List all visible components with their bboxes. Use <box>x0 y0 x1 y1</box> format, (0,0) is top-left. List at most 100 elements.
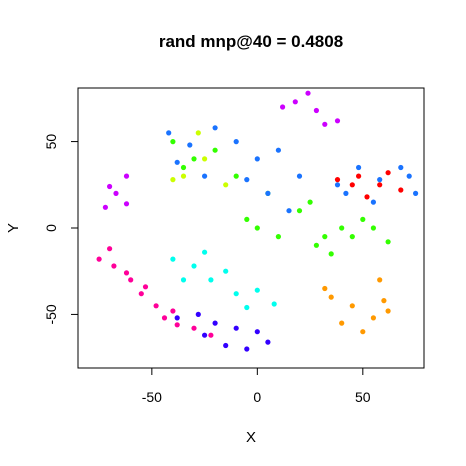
data-point <box>360 216 366 222</box>
data-point <box>138 291 144 297</box>
data-point <box>275 234 281 240</box>
data-point <box>296 173 303 179</box>
data-point <box>223 182 229 188</box>
data-point <box>398 187 404 193</box>
data-point <box>265 339 271 345</box>
x-axis: -50 0 50 <box>142 367 371 405</box>
data-point <box>385 239 391 245</box>
data-point <box>170 139 176 145</box>
data-point <box>180 164 187 171</box>
data-point <box>377 277 383 283</box>
data-point <box>280 104 286 110</box>
data-point <box>161 315 168 321</box>
data-point <box>107 183 113 190</box>
data-point <box>202 332 208 338</box>
data-point <box>322 285 328 292</box>
data-point <box>328 251 334 257</box>
data-point <box>212 125 218 131</box>
data-point <box>307 199 313 205</box>
data-point <box>180 173 187 179</box>
y-tick-label: 50 <box>43 134 59 150</box>
data-point <box>254 287 260 293</box>
data-point <box>244 346 250 352</box>
data-point <box>187 142 193 148</box>
data-point <box>356 173 362 179</box>
data-point <box>174 159 180 165</box>
data-point <box>202 156 208 162</box>
data-point <box>212 320 218 326</box>
data-point <box>195 130 201 136</box>
x-tick-label: -50 <box>142 389 162 405</box>
y-axis-label: Y <box>5 223 22 233</box>
data-point <box>102 204 108 210</box>
data-point <box>313 242 319 248</box>
data-point <box>385 170 391 176</box>
data-point <box>191 263 197 269</box>
y-axis: -50 0 50 <box>43 134 79 325</box>
data-point <box>322 121 328 127</box>
data-point <box>360 329 366 335</box>
y-tick-label: -50 <box>43 304 59 324</box>
data-point <box>328 294 334 300</box>
data-point <box>233 139 239 145</box>
data-point <box>111 263 117 269</box>
data-point <box>202 249 208 255</box>
data-point <box>128 277 134 283</box>
data-point <box>286 208 292 214</box>
data-point <box>233 325 239 331</box>
data-point <box>343 190 349 196</box>
data-point <box>113 190 119 196</box>
data-point <box>166 130 172 136</box>
data-point <box>339 320 345 326</box>
data-point <box>406 173 412 179</box>
data-point <box>370 225 376 231</box>
y-tick-label: 0 <box>43 224 59 232</box>
data-point <box>233 291 239 297</box>
chart-title: rand mnp@40 = 0.4808 <box>159 32 343 51</box>
data-point <box>107 246 113 252</box>
data-point <box>123 201 130 207</box>
data-point <box>96 256 102 262</box>
data-point <box>123 270 130 276</box>
data-points <box>96 90 419 352</box>
data-point <box>233 173 239 179</box>
data-point <box>356 164 362 171</box>
data-point <box>212 147 218 153</box>
data-point <box>174 322 180 328</box>
data-point <box>370 199 376 205</box>
data-point <box>244 304 250 311</box>
data-point <box>364 194 370 200</box>
data-point <box>244 177 250 183</box>
data-point <box>142 284 149 290</box>
data-point <box>254 329 260 335</box>
data-point <box>271 301 277 307</box>
data-point <box>223 268 229 274</box>
data-point <box>223 342 229 349</box>
x-tick-label: 50 <box>355 389 371 405</box>
data-point <box>208 277 214 283</box>
data-point <box>413 190 419 196</box>
data-point <box>153 303 159 309</box>
data-point <box>174 315 180 321</box>
data-point <box>370 315 376 321</box>
data-point <box>275 147 281 153</box>
data-point <box>254 225 260 231</box>
data-point <box>385 308 391 314</box>
data-point <box>313 107 319 114</box>
x-axis-label: X <box>246 429 256 446</box>
data-point <box>334 177 341 183</box>
data-point <box>265 190 271 196</box>
data-point <box>349 303 355 309</box>
data-point <box>398 164 404 171</box>
data-point <box>377 177 383 183</box>
data-point <box>244 216 250 222</box>
x-tick-label: 0 <box>253 389 261 405</box>
data-point <box>305 90 311 96</box>
data-point <box>339 225 345 231</box>
data-point <box>195 311 201 317</box>
data-point <box>381 298 387 304</box>
data-point <box>334 182 341 188</box>
data-point <box>191 325 197 331</box>
data-point <box>208 332 214 338</box>
